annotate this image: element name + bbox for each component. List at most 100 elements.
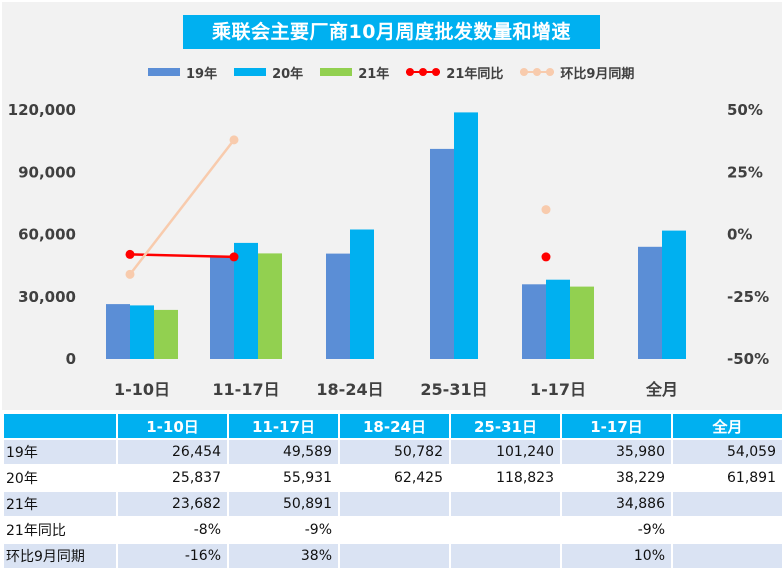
- table-row: 21年同比 -8% -9% -9%: [2, 516, 784, 544]
- table-cell: 35,980: [560, 438, 673, 466]
- table-row: 环比9月同期 -16% 38% 10%: [2, 542, 784, 570]
- table-header-cell: 全月: [671, 412, 784, 440]
- legend-item-21: 21年: [320, 63, 389, 82]
- table-cell: 50,782: [338, 438, 451, 466]
- table-cell: [449, 542, 562, 570]
- legend-item-19: 19年: [148, 63, 217, 82]
- x-tick-label: 1-17日: [530, 380, 586, 399]
- table-row-label: 环比9月同期: [2, 542, 118, 570]
- y-tick-label: 60,000: [18, 226, 76, 244]
- legend-swatch-mom: [520, 67, 555, 77]
- legend-swatch-20: [234, 68, 267, 76]
- x-tick-label: 全月: [645, 380, 678, 399]
- table-row: 21年 23,682 50,891 34,886: [2, 490, 784, 518]
- line-point: [541, 252, 551, 262]
- y-tick-label: 30,000: [18, 288, 76, 306]
- y-tick-label: 120,000: [8, 101, 76, 119]
- y2-tick-label: 25%: [727, 163, 763, 181]
- table-cell: [338, 516, 451, 544]
- table-cell: 55,931: [227, 464, 340, 492]
- table-cell: [338, 542, 451, 570]
- table-cell: 10%: [560, 542, 673, 570]
- bar: [430, 148, 454, 359]
- legend-swatch-21: [320, 68, 353, 76]
- series-line: [129, 139, 235, 276]
- bar: [454, 112, 478, 360]
- table-cell: [449, 516, 562, 544]
- legend-item-mom: 环比9月同期: [520, 63, 634, 82]
- line-point: [125, 269, 135, 279]
- bar: [210, 256, 234, 359]
- x-tick-label: 11-17日: [212, 380, 279, 399]
- table-header-cell: 25-31日: [449, 412, 562, 440]
- table-header-cell: 1-10日: [116, 412, 229, 440]
- series-line: [129, 253, 235, 259]
- x-tick-label: 18-24日: [316, 380, 383, 399]
- legend-label-21: 21年: [358, 66, 390, 82]
- legend-label-19: 19年: [186, 66, 218, 82]
- y-tick-label: 90,000: [18, 163, 76, 181]
- table-cell: -8%: [116, 516, 229, 544]
- table-cell: 38%: [227, 542, 340, 570]
- y2-tick-label: -25%: [727, 288, 769, 306]
- table-header-cell: 11-17日: [227, 412, 340, 440]
- y2-tick-label: 0%: [727, 226, 752, 244]
- bar: [154, 309, 178, 359]
- table-row: 19年 26,454 49,589 50,782 101,240 35,980 …: [2, 438, 784, 466]
- table-cell: -16%: [116, 542, 229, 570]
- table-cell: 25,837: [116, 464, 229, 492]
- chart-legend: 19年 20年 21年 21年同比 环比9月: [148, 62, 634, 82]
- bar: [234, 242, 258, 359]
- table-cell: 50,891: [227, 490, 340, 518]
- table-cell: 23,682: [116, 490, 229, 518]
- line-point: [229, 252, 239, 262]
- table-row-label: 19年: [2, 438, 118, 466]
- table-cell: 101,240: [449, 438, 562, 466]
- bar: [258, 253, 282, 359]
- legend-label-20: 20年: [272, 66, 304, 82]
- table-cell: [338, 490, 451, 518]
- legend-label-yoy: 21年同比: [446, 66, 504, 82]
- legend-item-20: 20年: [234, 63, 303, 82]
- legend-swatch-19: [148, 68, 180, 76]
- y-tick-label: 0: [66, 350, 76, 368]
- table-cell: -9%: [560, 516, 673, 544]
- bar: [570, 286, 594, 359]
- chart-plot: 0 30,000 60,000 90,000 120,000 -50% -25% 0% 25% 5…: [8, 101, 769, 399]
- table-cell: [449, 490, 562, 518]
- y2-tick-label: 50%: [727, 101, 763, 119]
- table-cell: 38,229: [560, 464, 673, 492]
- table-cell: 118,823: [449, 464, 562, 492]
- legend-swatch-yoy: [406, 67, 441, 77]
- bar: [662, 230, 686, 359]
- table-header-cell: 1-17日: [560, 412, 673, 440]
- table-row-label: 20年: [2, 464, 118, 492]
- table-row: 20年 25,837 55,931 62,425 118,823 38,229 …: [2, 464, 784, 492]
- line-point: [229, 135, 239, 145]
- line-point: [125, 249, 135, 259]
- table-cell: [671, 542, 784, 570]
- table-row-label: 21年: [2, 490, 118, 518]
- x-tick-label: 1-10日: [114, 380, 170, 399]
- legend-label-mom: 环比9月同期: [560, 66, 635, 82]
- table-cell: 34,886: [560, 490, 673, 518]
- table-header-corner: [2, 412, 118, 440]
- y2-tick-label: -50%: [727, 350, 769, 368]
- line-point: [541, 205, 551, 215]
- bar: [638, 246, 662, 359]
- table-header-row: 1-10日 11-17日 18-24日 25-31日 1-17日 全月: [2, 412, 784, 440]
- bar: [546, 279, 570, 359]
- table-cell: [671, 490, 784, 518]
- data-table: 1-10日 11-17日 18-24日 25-31日 1-17日 全月 19年 …: [2, 412, 784, 570]
- bar: [326, 253, 350, 359]
- table-cell: -9%: [227, 516, 340, 544]
- chart-title: 乘联会主要厂商10月周度批发数量和增速: [183, 15, 600, 49]
- table-cell: 62,425: [338, 464, 451, 492]
- bar: [130, 305, 154, 359]
- legend-item-yoy: 21年同比: [406, 63, 503, 82]
- bar: [522, 284, 546, 359]
- table-cell: 61,891: [671, 464, 784, 492]
- table-cell: [671, 516, 784, 544]
- bar: [350, 229, 374, 359]
